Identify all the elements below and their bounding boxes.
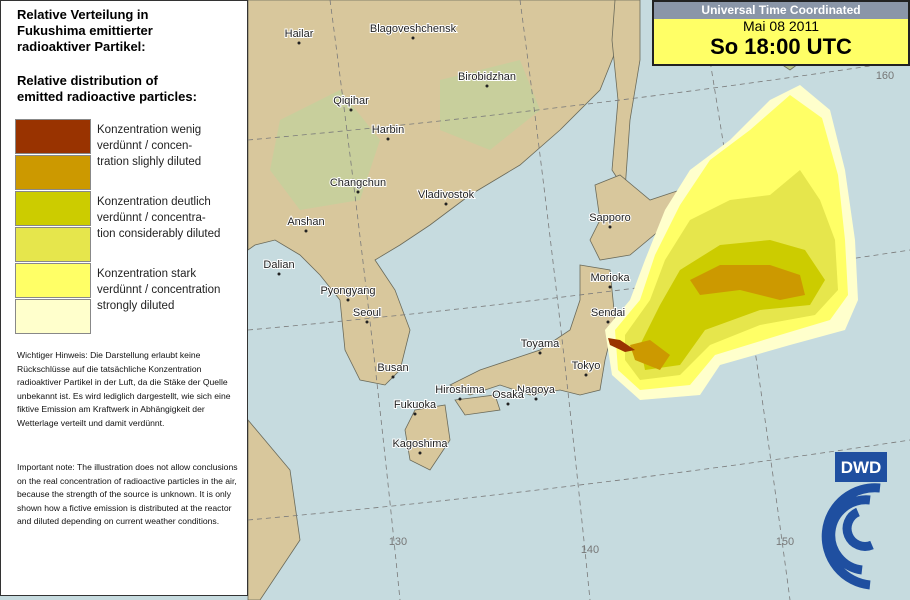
note-de: Wichtiger Hinweis: Die Darstellung erlau…: [17, 350, 231, 428]
legend-swatch: [15, 299, 91, 334]
city-label: Hiroshima: [435, 384, 485, 396]
city-dot: [584, 373, 588, 377]
logo-spiral: [821, 483, 881, 590]
time-date: Mai 08 2011: [742, 18, 819, 34]
city-label: Busan: [377, 362, 408, 374]
city-label: Morioka: [590, 272, 630, 284]
legend-text: verdünnt / concentra-: [97, 212, 206, 224]
land-lowland: [440, 60, 540, 150]
city-dot: [538, 351, 542, 355]
city-label: Blagoveshchensk: [370, 23, 457, 35]
city-dot: [606, 320, 610, 324]
city-label: Osaka: [492, 389, 525, 401]
time-header: Universal Time Coordinated: [654, 2, 908, 19]
city-label: Pyongyang: [320, 285, 375, 297]
legend-swatch: [15, 191, 91, 226]
land-kyushu: [404, 404, 451, 471]
plume-layer: [608, 338, 635, 352]
graticule-line: [247, 59, 910, 141]
city-dot: [411, 36, 415, 40]
city-dot: [413, 412, 417, 416]
graticule-label: 160: [876, 70, 894, 82]
legend-swatch: [15, 227, 91, 262]
note-en: Important note: The illustration does no…: [17, 462, 238, 527]
city-label: Kagoshima: [392, 438, 448, 450]
land-hokkaido: [589, 174, 681, 261]
city-dot: [485, 84, 489, 88]
legend-title: Relative Verteilung in: [17, 7, 149, 22]
legend-text: Konzentration wenig: [97, 124, 202, 136]
city-dot: [418, 451, 422, 455]
city-label: Seoul: [353, 307, 381, 319]
city-dot: [346, 298, 350, 302]
city-dot: [277, 272, 281, 276]
city-label: Qiqihar: [333, 95, 369, 107]
legend-title: Fukushima emittierter: [17, 23, 153, 38]
city-dot: [304, 229, 308, 233]
graticule-label: 130: [389, 536, 407, 548]
legend-text: verdünnt / concentration: [97, 284, 221, 296]
city-dot: [356, 190, 360, 194]
legend-text: Konzentration stark: [97, 268, 197, 280]
graticule-line: [247, 249, 910, 331]
city-label: Birobidzhan: [458, 71, 516, 83]
city-label: Sendai: [591, 307, 625, 319]
time-box: Universal Time Coordinated Mai 08 2011 S…: [652, 0, 910, 66]
graticule-label: 140: [581, 544, 599, 556]
city-label: Tokyo: [572, 360, 601, 372]
legend-text: Konzentration deutlich: [97, 196, 211, 208]
land-china-south: [247, 418, 301, 600]
legend-title: radioaktiver Partikel:: [17, 39, 146, 54]
graticule-line: [329, 0, 401, 600]
city-dot: [608, 225, 612, 229]
city-label: Vladivostok: [418, 189, 475, 201]
city-label: Fukuoka: [394, 399, 437, 411]
logo-box: [835, 452, 887, 482]
city-label: Nagoya: [517, 384, 556, 396]
city-dot: [365, 320, 369, 324]
city-label: Changchun: [330, 177, 386, 189]
graticule-label: 150: [776, 536, 794, 548]
legend-swatch: [15, 119, 91, 154]
legend-text: strongly diluted: [97, 300, 175, 312]
land-lowland: [270, 90, 380, 210]
city-dot: [349, 108, 353, 112]
legend-text: tion considerably diluted: [97, 228, 221, 240]
legend-swatch: [15, 155, 91, 190]
legend-title: Relative distribution of: [17, 73, 158, 88]
graticule-line: [247, 439, 910, 521]
city-label: Anshan: [287, 216, 324, 228]
city-dot: [458, 397, 462, 401]
city-dot: [391, 375, 395, 379]
plume-layer: [630, 340, 670, 370]
legend-text: verdünnt / concen-: [97, 140, 193, 152]
city-dot: [297, 41, 301, 45]
legend-text: tration slighly diluted: [97, 156, 202, 168]
graticule-line: [699, 0, 791, 600]
city-dot: [608, 285, 612, 289]
city-label: Harbin: [372, 124, 404, 136]
city-dot: [444, 202, 448, 206]
land-shikoku: [454, 394, 501, 416]
plume-layer: [690, 265, 805, 300]
city-dot: [506, 402, 510, 406]
city-dot: [386, 137, 390, 141]
legend-title: emitted radioactive particles:: [17, 89, 197, 104]
logo-text: DWD: [841, 458, 882, 477]
city-label: Hailar: [285, 28, 314, 40]
city-label: Sapporo: [589, 212, 631, 224]
time-value: So 18:00 UTC: [710, 34, 852, 59]
city-label: Toyama: [521, 338, 560, 350]
city-dot: [534, 397, 538, 401]
city-label: Dalian: [263, 259, 294, 271]
graticule-line: [519, 0, 591, 600]
legend-swatch: [15, 263, 91, 298]
legend: Relative Verteilung in Fukushima emittier…: [0, 0, 248, 596]
